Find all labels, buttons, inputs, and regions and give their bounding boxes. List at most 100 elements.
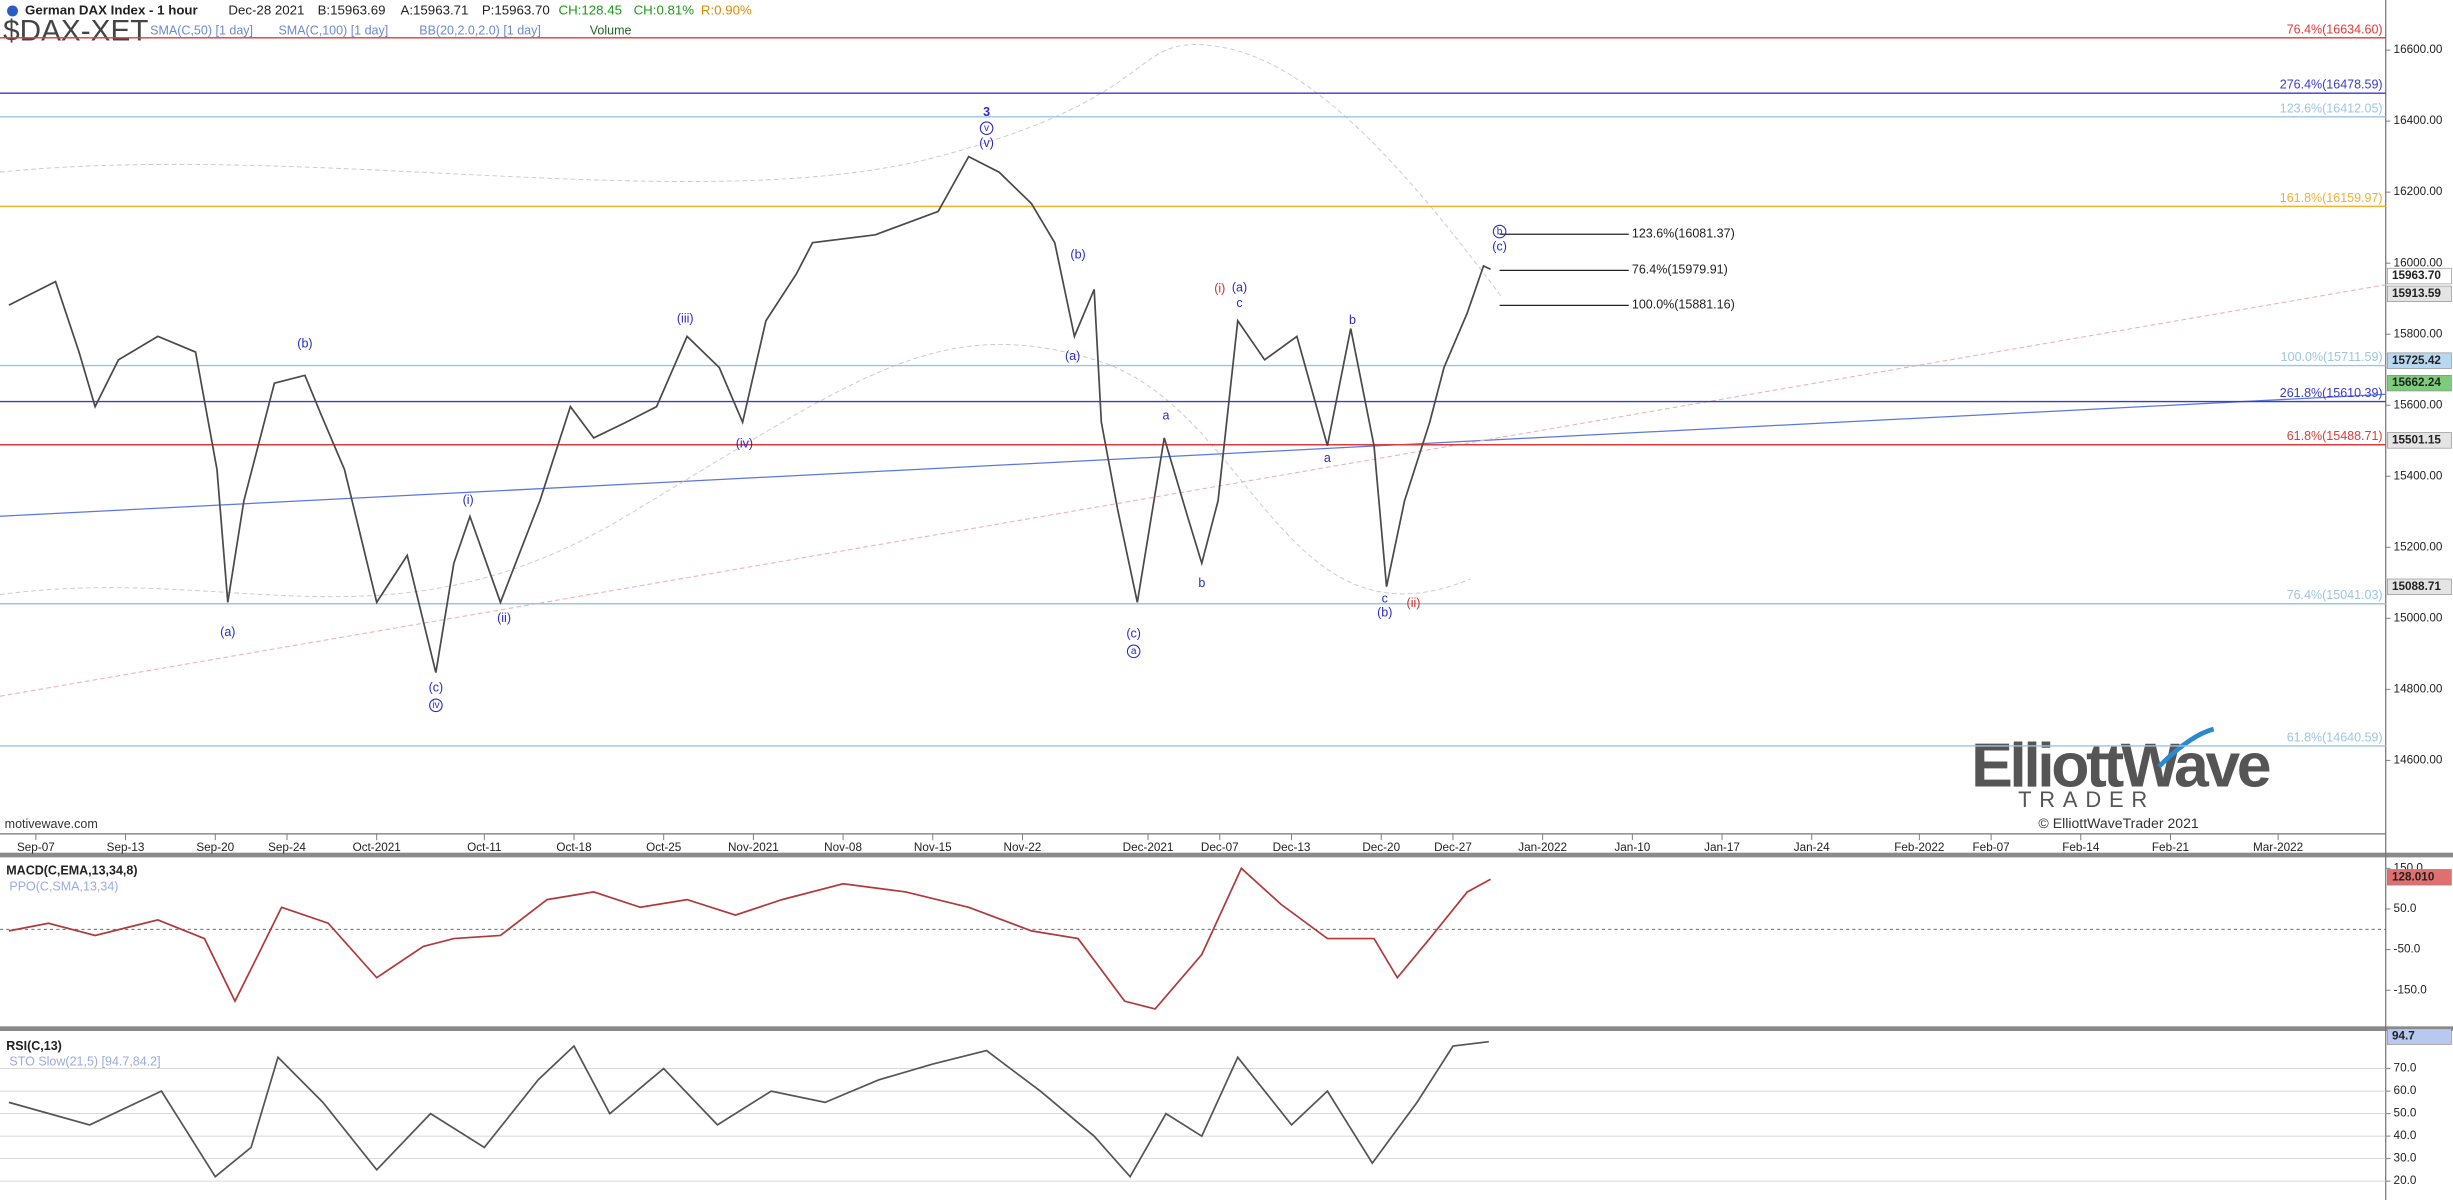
header-change: CH:128.45: [558, 2, 621, 17]
y-tick-label: 16000.00: [2394, 256, 2443, 269]
wave-label: v: [984, 123, 990, 134]
price-tag-label: 15088.71: [2392, 580, 2441, 593]
y-tick-label: 14800.00: [2394, 682, 2443, 695]
price-tag-label: 94.7: [2392, 1030, 2415, 1043]
x-tick-label: Dec-20: [1362, 841, 1400, 854]
wave-label: (b): [1070, 247, 1085, 261]
wave-label: a: [1162, 409, 1169, 423]
wave-label: (c): [429, 681, 444, 695]
price-tag-label: 15501.15: [2392, 433, 2441, 446]
fib-level-label: 100.0%(15711.59): [2281, 350, 2383, 364]
y-tick-label: 16200.00: [2394, 185, 2443, 198]
indicator-label: SMA(C,100) [1 day]: [278, 24, 388, 38]
wave-label-circle: [429, 698, 443, 713]
price-tag: [2386, 432, 2452, 449]
panel-subtitle: PPO(C,SMA,13,34): [9, 879, 118, 893]
x-tick-label: Nov-15: [914, 841, 952, 854]
trend-line: [0, 393, 2386, 517]
fib-level-label: 276.4%(16478.59): [2280, 78, 2383, 92]
header-bid: B:15963.69: [318, 2, 386, 17]
header-ask: A:15963.71: [400, 2, 468, 17]
x-tick-label: Jan-2022: [1518, 841, 1567, 854]
y-tick-label: 16400.00: [2394, 114, 2443, 127]
x-tick-label: Dec-2021: [1123, 841, 1174, 854]
price-tag: [2386, 1028, 2452, 1045]
bollinger-band: [0, 44, 1503, 298]
wave-label: a: [1324, 451, 1331, 465]
price-tag: [2386, 285, 2452, 303]
y-tick-label: 16600.00: [2394, 43, 2443, 56]
price-tag-label: 15963.70: [2392, 269, 2441, 282]
y-tick-label: 15400.00: [2394, 469, 2443, 482]
x-tick-label: Oct-11: [467, 841, 501, 854]
y-tick-label: 50.0: [2394, 1107, 2417, 1120]
y-tick-label: 15600.00: [2394, 398, 2443, 411]
wave-label: (iv): [736, 437, 753, 451]
wave-label: (ii): [1407, 596, 1421, 610]
panel-title: RSI(C,13): [6, 1039, 62, 1053]
x-tick-label: Oct-25: [646, 841, 682, 854]
x-tick-label: Nov-2021: [728, 841, 779, 854]
wave-label: (b): [297, 336, 312, 350]
y-tick-label: 30.0: [2394, 1152, 2417, 1165]
y-tick-label: 20.0: [2394, 1174, 2417, 1187]
wave-label: (a): [1232, 280, 1247, 294]
price-tag: [2386, 578, 2452, 595]
price-tag: [2386, 352, 2452, 369]
x-tick-label: Mar-2022: [2253, 841, 2303, 854]
price-tag: [2386, 374, 2452, 392]
x-tick-label: Feb-2022: [1894, 841, 1944, 854]
price-line: [8, 155, 1491, 673]
y-tick-label: -50.0: [2394, 943, 2421, 956]
price-tag-label: 15913.59: [2392, 287, 2441, 300]
wave-label: b: [1497, 226, 1503, 237]
indicator-label: BB(20,2.0,2.0) [1 day]: [419, 24, 541, 38]
panel-separator: [0, 852, 2453, 858]
x-tick-label: Sep-13: [107, 841, 145, 854]
fib-level-label: 123.6%(16412.05): [2280, 101, 2383, 115]
y-tick-label: 40.0: [2394, 1129, 2417, 1142]
panel-subtitle: STO Slow(21,5) [94.7,84.2]: [9, 1055, 160, 1069]
y-tick-label: 15200.00: [2394, 540, 2443, 553]
fib-level-label: 161.8%(16159.97): [2280, 191, 2383, 205]
header-range: R:0.90%: [701, 2, 752, 17]
indicator-label: Volume: [590, 24, 632, 38]
fib-level-label: 76.4%(16634.60): [2287, 22, 2383, 36]
wave-label: (b): [1377, 606, 1392, 620]
fib-level-label: 61.8%(15488.71): [2287, 429, 2383, 443]
panel-title: MACD(C,EMA,13,34,8): [6, 864, 137, 878]
wave-label: c: [1236, 296, 1242, 310]
fib-level-label: 261.8%(15610.39): [2280, 386, 2383, 400]
logo-swoosh: [2157, 726, 2215, 769]
price-tag: [2386, 869, 2452, 886]
x-tick-label: Dec-13: [1273, 841, 1311, 854]
price-line: [8, 1040, 1489, 1179]
price-tag-label: 15725.42: [2392, 354, 2441, 367]
price-tag: [2386, 267, 2452, 285]
x-tick-label: Jan-17: [1704, 841, 1740, 854]
x-tick-label: Sep-24: [268, 841, 306, 854]
x-tick-label: Dec-27: [1434, 841, 1472, 854]
x-tick-label: Jan-10: [1614, 841, 1650, 854]
x-tick-label: Nov-22: [1004, 841, 1042, 854]
x-tick-label: Sep-07: [17, 841, 55, 854]
logo-name: ElliottWave: [1971, 730, 2271, 800]
price-tag-label: 15662.24: [2392, 376, 2441, 389]
indicator-label: SMA(C,50) [1 day]: [150, 24, 253, 38]
wave-label: (v): [979, 136, 994, 150]
wave-label-circle: [979, 121, 994, 136]
fib-projection-label: 123.6%(16081.37): [1632, 227, 1735, 241]
source-label: motivewave.com: [5, 817, 98, 831]
fib-level-label: 61.8%(14640.59): [2287, 730, 2383, 744]
symbol-watermark: $DAX-XET: [3, 15, 148, 48]
wave-label: (c): [1492, 239, 1507, 253]
wave-label: (i): [463, 493, 474, 507]
wave-label: (c): [1126, 627, 1141, 641]
x-tick-label: Feb-07: [1973, 841, 2010, 854]
wave-label: b: [1198, 576, 1205, 590]
wave-label: (ii): [497, 611, 511, 625]
trend-line: [0, 284, 2386, 697]
y-tick-label: 15000.00: [2394, 611, 2443, 624]
wave-label: iv: [432, 700, 440, 711]
